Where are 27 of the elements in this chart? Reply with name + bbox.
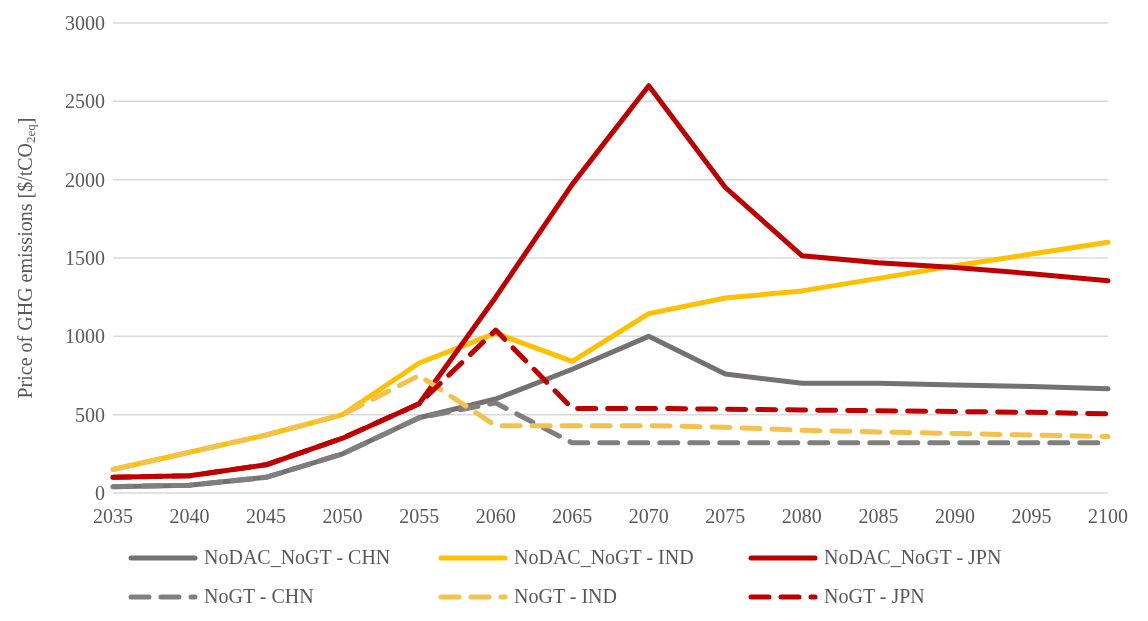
legend-label: NoGT - IND — [514, 585, 617, 608]
x-tick-label: 2090 — [934, 505, 975, 528]
x-tick-label: 2095 — [1011, 505, 1052, 528]
x-tick-label: 2055 — [399, 505, 440, 528]
y-tick-label: 500 — [75, 403, 105, 426]
x-tick-label: 2035 — [93, 505, 133, 528]
y-tick-label: 2500 — [65, 90, 105, 113]
x-tick-label: 2100 — [1088, 505, 1128, 528]
legend-label: NoDAC_NoGT - JPN — [824, 546, 1002, 569]
y-tick-label: 3000 — [65, 12, 105, 35]
x-tick-label: 2045 — [246, 505, 287, 528]
x-tick-label: 2060 — [475, 505, 516, 528]
x-tick-label: 2040 — [169, 505, 210, 528]
y-tick-label: 1000 — [65, 325, 105, 348]
x-tick-label: 2065 — [552, 505, 593, 528]
y-tick-label: 1500 — [65, 247, 105, 270]
y-tick-label: 2000 — [65, 168, 105, 191]
legend-label: NoGT - CHN — [204, 585, 314, 608]
x-tick-label: 2050 — [322, 505, 363, 528]
x-tick-label: 2070 — [628, 505, 669, 528]
legend-label: NoDAC_NoGT - IND — [514, 546, 694, 569]
legend-label: NoDAC_NoGT - CHN — [204, 546, 391, 569]
legend-label: NoGT - JPN — [824, 585, 925, 608]
x-tick-label: 2075 — [705, 505, 746, 528]
y-tick-label: 0 — [95, 482, 105, 505]
x-tick-label: 2080 — [781, 505, 822, 528]
x-tick-label: 2085 — [858, 505, 899, 528]
